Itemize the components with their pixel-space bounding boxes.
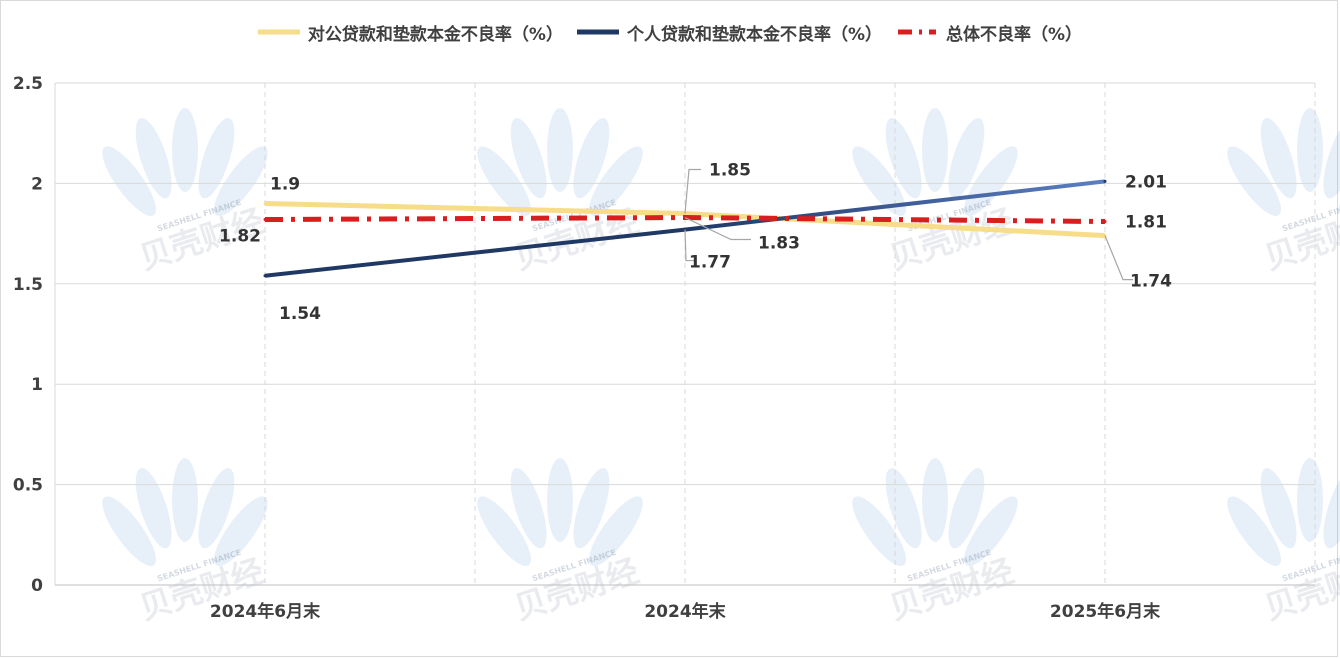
data-label: 1.77 (689, 253, 731, 273)
data-label: 1.54 (279, 304, 321, 324)
data-point-overall (1103, 220, 1107, 224)
legend-swatch-corporate (257, 29, 300, 35)
data-label-leader (684, 168, 701, 214)
watermark-logo (477, 108, 643, 216)
y-tick-label: 2 (31, 174, 43, 194)
data-label-leader (1104, 235, 1133, 281)
data-label: 1.85 (709, 161, 751, 181)
x-tick-label: 2024年末 (644, 601, 726, 622)
data-point-personal (263, 274, 267, 278)
legend: 对公贷款和垫款本金不良率（%） 个人贷款和垫款本金不良率（%） 总体不良率（%） (0, 18, 1340, 46)
data-label: 1.9 (270, 174, 300, 194)
data-point-personal (1103, 179, 1107, 183)
y-tick-label: 0.5 (13, 476, 43, 496)
y-tick-label: 1.5 (13, 275, 43, 295)
x-tick-label: 2024年6月末 (210, 601, 321, 622)
data-label: 1.74 (1130, 272, 1172, 292)
legend-label-personal: 个人贷款和垫款本金不良率（%） (626, 24, 883, 45)
watermark-logo (102, 458, 268, 566)
legend-item-overall: 总体不良率（%） (896, 20, 1082, 45)
data-label-leader (684, 229, 695, 262)
legend-label-corporate: 对公贷款和垫款本金不良率（%） (307, 24, 563, 45)
y-tick-label: 2.5 (13, 74, 43, 94)
watermark-logo (1227, 108, 1340, 216)
legend-swatch-overall (898, 29, 937, 35)
data-point-overall (263, 218, 267, 222)
y-tick-label: 1 (31, 375, 43, 395)
watermark-logo (477, 458, 643, 566)
data-label: 1.82 (219, 227, 261, 247)
x-tick-label: 2025年6月末 (1050, 601, 1161, 622)
watermark-logo (852, 458, 1018, 566)
data-label: 1.83 (758, 234, 800, 254)
y-tick-label: 0 (31, 576, 43, 596)
watermark-logo (102, 108, 268, 216)
data-point-corporate (263, 201, 267, 205)
data-label: 2.01 (1125, 172, 1167, 192)
watermark-logo (1227, 458, 1340, 566)
legend-swatch-personal (576, 29, 619, 35)
legend-label-overall: 总体不良率（%） (946, 24, 1083, 45)
legend-item-corporate: 对公贷款和垫款本金不良率（%） (257, 20, 563, 45)
legend-item-personal: 个人贷款和垫款本金不良率（%） (576, 20, 883, 45)
data-label-leader (684, 216, 751, 241)
data-label: 1.81 (1125, 213, 1167, 233)
